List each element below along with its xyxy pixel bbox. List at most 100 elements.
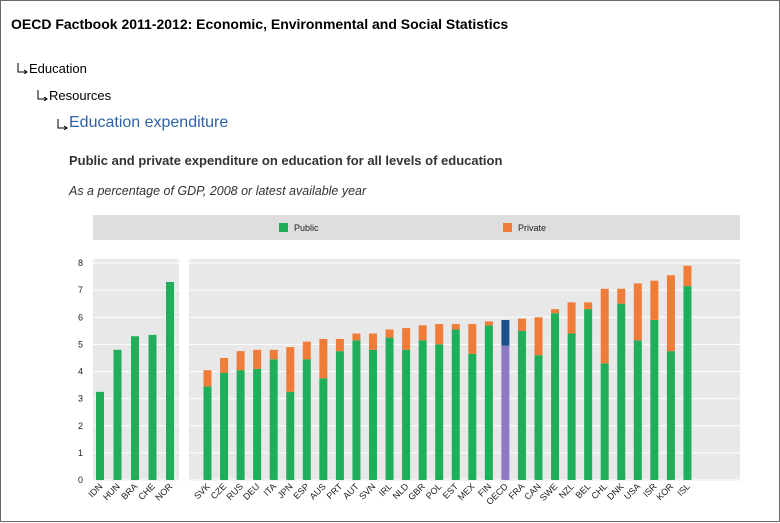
bar-public-nld (402, 349, 411, 480)
bar-public-bra (131, 336, 139, 480)
bar-public-jpn (286, 391, 295, 480)
bar-public-deu (253, 368, 262, 480)
x-tick-label: NZL (557, 481, 576, 500)
bar-public-aut (352, 340, 361, 480)
chart-subtitle: As a percentage of GDP, 2008 or latest a… (69, 184, 367, 198)
legend: Public Private (279, 223, 546, 233)
breadcrumb-item-resources[interactable]: Resources (37, 88, 111, 103)
bar-private-ita (269, 349, 278, 360)
bar-private-isr (650, 280, 659, 320)
x-tick-label: DNK (605, 481, 626, 502)
bar-private-est (451, 324, 460, 330)
x-tick-label: CHL (589, 481, 609, 501)
breadcrumb-item-education-expenditure[interactable]: Education expenditure (57, 114, 228, 132)
bar-private-pol (435, 324, 444, 345)
x-tick-label: ITA (262, 481, 279, 498)
bar-private-fin (484, 321, 493, 326)
bar-public-pol (435, 344, 444, 480)
x-tick-label: ISL (675, 481, 692, 498)
bar-public-dnk (617, 303, 626, 480)
chart-title: Public and private expenditure on educat… (69, 153, 503, 168)
bar-public-bel (584, 309, 593, 480)
x-tick-label: FRA (507, 481, 527, 501)
bar-public-oecd (501, 345, 510, 480)
x-tick-label: USA (622, 481, 642, 501)
bar-public-irl (385, 337, 394, 480)
bar-private-aut (352, 333, 361, 341)
x-tick-label: KOR (654, 481, 675, 502)
y-axis-ticks: 0 1 2 3 4 5 6 7 8 (78, 258, 83, 485)
bar-public-esp (302, 359, 311, 480)
bar-public-can (534, 355, 543, 480)
bar-private-esp (302, 341, 311, 360)
x-tick-label: CHE (136, 481, 157, 502)
plot-area-right (189, 259, 740, 481)
bar-private-isl (683, 265, 692, 287)
bar-private-kor (666, 275, 675, 352)
y-tick-label: 3 (78, 394, 83, 404)
y-tick-label: 7 (78, 285, 83, 295)
bar-private-jpn (286, 347, 295, 392)
x-tick-label: SVK (192, 481, 212, 501)
bar-private-usa (633, 283, 642, 341)
bar-public-idn (96, 391, 104, 480)
x-tick-label: POL (424, 481, 444, 501)
bar-private-bel (584, 302, 593, 310)
bar-public-isr (650, 319, 659, 480)
y-tick-label: 5 (78, 339, 83, 349)
bar-private-nld (402, 328, 411, 350)
bar-private-aus (319, 338, 328, 379)
y-tick-label: 2 (78, 421, 83, 431)
bar-public-fin (484, 325, 493, 480)
bar-private-chl (600, 288, 609, 364)
legend-swatch-public (279, 223, 288, 232)
x-tick-label: BEL (573, 481, 592, 500)
tree-branch-icon (17, 63, 28, 74)
y-tick-label: 0 (78, 475, 83, 485)
y-tick-label: 1 (78, 448, 83, 458)
bar-private-cze (220, 357, 229, 373)
legend-label-public: Public (294, 223, 319, 233)
y-tick-label: 6 (78, 312, 83, 322)
bar-public-fra (517, 330, 526, 480)
bar-private-irl (385, 329, 394, 338)
bar-private-prt (335, 338, 344, 352)
bar-public-cze (220, 372, 229, 480)
bar-public-swe (551, 313, 560, 480)
y-tick-label: 8 (78, 258, 83, 268)
bar-public-isl (683, 286, 692, 480)
bar-public-nor (166, 281, 174, 480)
page-title: OECD Factbook 2011-2012: Economic, Envir… (11, 16, 509, 32)
bar-private-fra (517, 318, 526, 331)
breadcrumb-item-education[interactable]: Education (17, 61, 87, 76)
bar-public-gbr (418, 340, 427, 480)
x-tick-label: SWE (538, 481, 560, 503)
bar-private-svn (369, 333, 377, 350)
x-tick-label: JPN (276, 481, 295, 500)
bar-public-est (451, 329, 460, 480)
bar-public-svn (369, 349, 377, 480)
bar-public-prt (335, 351, 344, 480)
x-tick-label: NOR (153, 481, 175, 503)
x-tick-label: MEX (456, 481, 477, 502)
x-tick-label: AUT (341, 481, 361, 501)
bar-public-che (148, 334, 157, 480)
legend-background (93, 215, 740, 240)
bar-private-gbr (418, 325, 427, 341)
tree-branch-icon (37, 90, 48, 101)
x-tick-label: ESP (291, 481, 311, 501)
bar-public-nzl (567, 333, 576, 480)
bar-public-ita (269, 359, 278, 480)
bar-private-rus (236, 351, 245, 371)
bars (96, 265, 692, 480)
bar-private-nzl (567, 302, 576, 334)
x-tick-label: CZE (209, 481, 229, 501)
x-tick-label: SVN (357, 481, 377, 501)
bar-public-usa (633, 340, 642, 480)
y-tick-label: 4 (78, 367, 83, 377)
x-tick-label: DEU (241, 481, 262, 502)
breadcrumb-label-current: Education expenditure (69, 114, 229, 131)
bar-private-deu (253, 349, 262, 369)
